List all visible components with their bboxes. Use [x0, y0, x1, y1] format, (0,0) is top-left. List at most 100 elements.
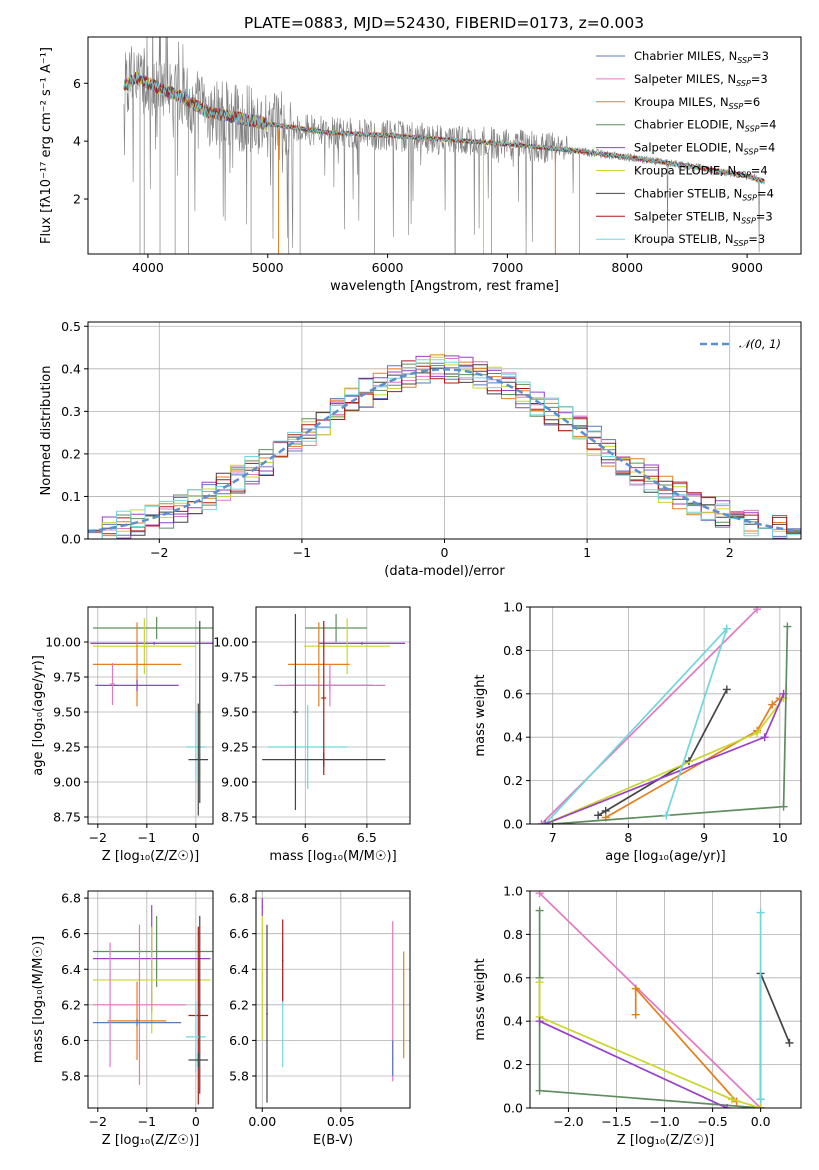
y-tick-label: 9.00: [53, 775, 81, 790]
y-tick-label: 0.6: [503, 686, 523, 701]
weight-point: [631, 1010, 640, 1019]
y-tick-label: 0.0: [503, 1101, 523, 1116]
weight-point: [785, 1038, 794, 1047]
y-tick-label: 9.75: [53, 670, 81, 685]
weight-point: [753, 607, 762, 614]
x-tick-label: 0: [441, 545, 449, 560]
y-tick-label: 9.25: [221, 740, 249, 755]
x-tick-label: 7: [549, 830, 557, 845]
y-tick-label: 5.8: [61, 1068, 81, 1083]
weight-point: [541, 820, 550, 824]
axes-frame: [87, 321, 802, 540]
y-tick-label: 9.50: [53, 705, 81, 720]
weight-point: [727, 1095, 736, 1104]
x-tick-label: 0: [192, 830, 200, 845]
weight-line: [665, 628, 728, 816]
weight-point: [594, 811, 603, 820]
x-axis-label: Z [log₁₀(Z/Z☉)]: [617, 1133, 714, 1148]
x-axis-label: mass [log₁₀(M/M☉)]: [269, 849, 396, 864]
legend-entry: Chabrier MILES, NSSP=3: [634, 49, 769, 65]
legend-entry: Chabrier ELODIE, NSSP=4: [634, 118, 776, 134]
axes-frame: [255, 890, 411, 1109]
axes-frame: [529, 606, 802, 825]
axes-frame: [87, 890, 214, 1109]
y-tick-label: 0.1: [61, 489, 81, 504]
x-axis-label: age [log₁₀(age/yr)]: [605, 849, 726, 864]
x-tick-label: 2: [726, 545, 734, 560]
y-tick-label: 10.00: [213, 635, 249, 650]
y-tick-label: 0.2: [503, 773, 523, 788]
y-tick-label: 4: [73, 134, 81, 149]
chart-mass-vs-Z: −2 −1 0 5.8 6.0 6.2 6.4 6.6 6.8 Z [log₁₀(Z/Z☉)] ma…: [31, 890, 214, 1148]
weight-line: [538, 910, 761, 1108]
legend-entry: 𝒩(0, 1): [739, 337, 781, 351]
y-tick-label: 0.6: [503, 970, 523, 985]
weight-point: [753, 728, 762, 737]
weight-line: [544, 693, 785, 824]
weight-line: [544, 697, 785, 824]
y-axis-label: mass weight: [473, 958, 488, 1040]
y-tick-label: 0.8: [503, 927, 523, 942]
y-tick-label: 0.4: [503, 730, 523, 745]
legend: Chabrier MILES, NSSP=3 Salpeter MILES, NS…: [596, 49, 776, 248]
y-tick-label: 9.25: [53, 740, 81, 755]
y-axis-label: Normed distribution: [39, 366, 54, 496]
plot-area: [261, 898, 405, 1103]
weight-point: [722, 624, 731, 633]
weight-line: [539, 1020, 728, 1108]
weight-line: [597, 689, 728, 817]
legend-entry: Kroupa MILES, NSSP=6: [634, 95, 760, 111]
x-tick-label: 5000: [252, 260, 284, 275]
x-tick-label: 6: [301, 830, 309, 845]
legend-entry: Salpeter STELIB, NSSP=3: [634, 209, 773, 225]
axes-frame: [255, 606, 411, 825]
axes-frame: [87, 606, 214, 825]
x-tick-label: 1: [583, 545, 591, 560]
gaussian-curve: [88, 368, 801, 533]
y-tick-label: 0.8: [503, 643, 523, 658]
y-tick-label: 6.6: [61, 926, 81, 941]
axes-frame: [529, 890, 802, 1109]
x-tick-label: 7000: [492, 260, 524, 275]
weight-point: [722, 685, 731, 694]
y-tick-label: 2: [73, 192, 81, 207]
model-line: [123, 74, 765, 182]
figure-title: PLATE=0883, MJD=52430, FIBERID=0173, z=0…: [244, 14, 644, 32]
weight-point: [779, 802, 788, 811]
weight-point: [662, 811, 671, 820]
weight-point: [535, 1017, 544, 1026]
weight-point: [768, 700, 777, 709]
legend-entry: Chabrier STELIB, NSSP=4: [634, 186, 774, 202]
residual-histogram: [88, 359, 801, 539]
weight-point: [783, 622, 792, 631]
plot-area: [90, 616, 213, 816]
y-tick-label: 6.0: [61, 1033, 81, 1048]
model-line: [123, 73, 765, 183]
y-tick-label: 6: [73, 76, 81, 91]
y-tick-label: 6.4: [61, 962, 81, 977]
x-tick-label: 0: [192, 1114, 200, 1129]
x-tick-label: −2: [150, 545, 168, 560]
x-tick-label: 0.0: [751, 1114, 771, 1129]
weight-point: [535, 906, 544, 915]
x-tick-label: 9000: [731, 260, 763, 275]
x-tick-label: −1: [138, 1114, 156, 1129]
y-tick-label: 8.75: [53, 810, 81, 825]
x-axis-label: Z [log₁₀(Z/Z☉)]: [102, 1133, 199, 1148]
weight-point: [756, 1095, 765, 1104]
y-tick-label: 10.00: [45, 635, 81, 650]
chart-age-vs-Z: −2 −1 0 8.75 9.00 9.25 9.50 9.75 10.00 Z [log₁₀(Z…: [31, 606, 214, 864]
y-tick-label: 0.5: [61, 319, 81, 334]
chart-mass-vs-EBV: 0.00 0.05 5.8 6.0 6.2 6.4 6.6 6.8 E(B-V): [229, 890, 411, 1148]
plot-area: [123, 37, 766, 254]
chart-residuals: −2 −1 0 1 2 0.0 0.1 0.2 0.3 0.4 0.5 (data-model)/er…: [39, 319, 802, 579]
weight-line: [544, 628, 728, 824]
x-tick-label: 6.5: [357, 830, 377, 845]
legend-entry: Salpeter ELODIE, NSSP=4: [634, 141, 775, 157]
y-tick-label: 6.8: [229, 891, 249, 906]
weight-point: [535, 1086, 544, 1095]
x-axis-label: wavelength [Angstrom, rest frame]: [330, 279, 559, 294]
y-tick-label: 1.0: [503, 884, 523, 899]
plot-area: [88, 354, 801, 539]
